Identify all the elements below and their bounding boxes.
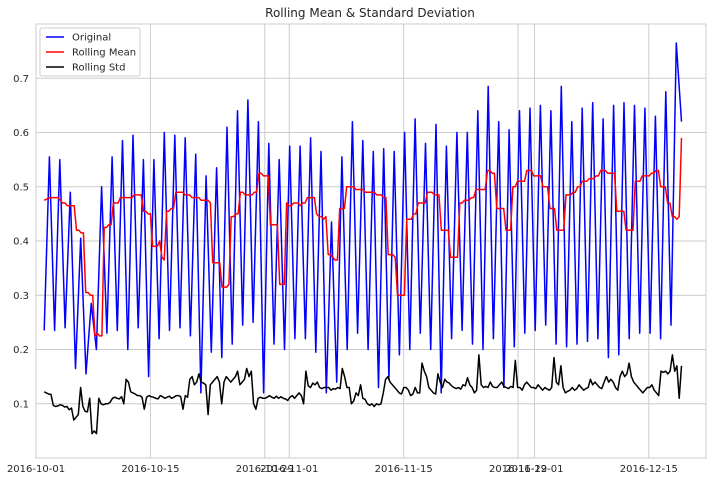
series-line-original <box>43 42 683 394</box>
x-tick-label: 2016-11-29 <box>489 464 547 475</box>
x-tick-label: 2016-10-15 <box>121 464 179 475</box>
x-tick-label: 2016-12-15 <box>620 464 678 475</box>
y-tick-label: 0.5 <box>13 182 29 193</box>
y-tick-label: 0.4 <box>13 237 29 248</box>
plot-area-frame <box>35 23 707 459</box>
y-tick-label: 0.2 <box>13 345 29 356</box>
x-tick-label: 2016-11-15 <box>375 464 433 475</box>
legend-label: Rolling Std <box>72 63 125 74</box>
x-tick-label: 2016-10-01 <box>7 464 65 475</box>
legend-label: Rolling Mean <box>72 48 136 59</box>
x-tick-label: 2016-12-01 <box>505 464 563 475</box>
y-tick-label: 0.3 <box>13 291 29 302</box>
x-tick-label: 2016-10-29 <box>236 464 294 475</box>
y-tick-label: 0.7 <box>13 74 29 85</box>
chart-title: Rolling Mean & Standard Deviation <box>265 6 475 20</box>
tick-labels: 0.1 0.2 0.3 0.4 0.5 0.6 0.7 2016-10-01 2016-10-1… <box>7 74 678 475</box>
x-tick-label: 2016-11-01 <box>260 464 318 475</box>
series-line-rolling-mean <box>43 137 683 337</box>
series-layer <box>43 42 683 435</box>
series-line-rolling-std <box>43 354 683 435</box>
legend-box <box>39 27 141 77</box>
y-tick-label: 0.1 <box>13 399 29 410</box>
legend-label: Original <box>72 33 111 44</box>
legend: Original Rolling Mean Rolling Std <box>39 27 141 77</box>
y-tick-label: 0.6 <box>13 128 29 139</box>
